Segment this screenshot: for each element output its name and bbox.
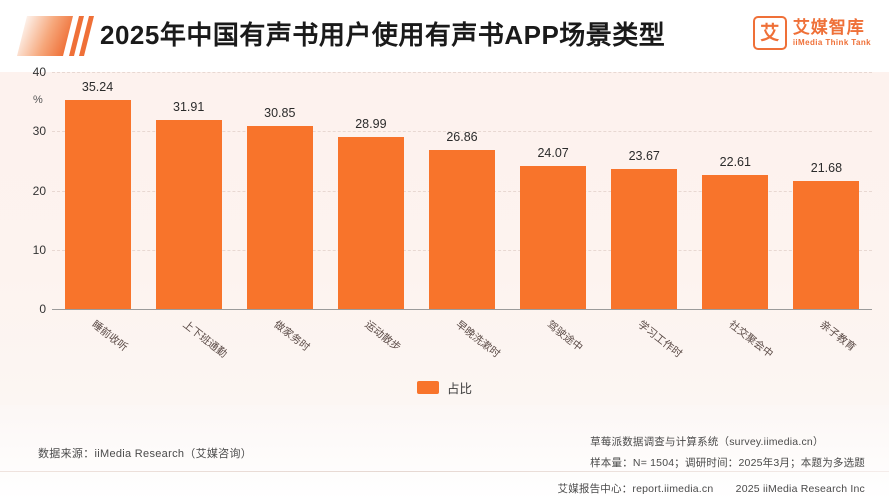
plot-area: % 0 10 20 30 40 35.24 睡前收听 31.91 上下班通勤 30.85 做家务时…	[0, 65, 889, 405]
bar-slot: 24.07 驾驶途中	[508, 72, 599, 354]
gridline	[52, 72, 872, 73]
bar[interactable]	[702, 175, 769, 309]
bar-slot: 31.91 上下班通勤	[143, 72, 234, 360]
x-axis-category-label: 学习工作时	[635, 318, 685, 361]
page-title: 2025年中国有声书用户使用有声书APP场景类型	[100, 20, 666, 50]
bar-value-label: 28.99	[355, 117, 387, 132]
bar-value-label: 30.85	[264, 106, 296, 121]
bar[interactable]	[155, 119, 222, 309]
bar[interactable]	[611, 168, 678, 309]
bar[interactable]	[793, 180, 860, 309]
footer-bottom-bar: 艾媒报告中心：report.iimedia.cn 2025 iiMedia Re…	[558, 481, 866, 496]
bar-value-label: 31.91	[173, 99, 205, 114]
chart-footer: 数据来源：iiMedia Research（艾媒咨询） 草莓派数据调查与计算系统…	[0, 405, 889, 500]
x-axis-category-label: 亲子教育	[817, 318, 859, 354]
bar-slot: 23.67 学习工作时	[599, 72, 690, 360]
y-axis-tick-label: 40	[32, 65, 46, 79]
x-axis-category-label: 社交聚会中	[726, 318, 776, 361]
bar[interactable]	[64, 100, 131, 309]
x-axis-baseline	[52, 309, 872, 310]
chart-header: 2025年中国有声书用户使用有声书APP场景类型 艾 艾媒智库 iiMedia …	[0, 0, 889, 72]
y-axis-tick-label: 20	[32, 183, 46, 198]
data-source-note: 数据来源：iiMedia Research（艾媒咨询）	[38, 448, 253, 460]
bar-slot: 21.68 亲子教育	[781, 72, 872, 354]
bar-slot: 26.86 早晚洗漱时	[416, 72, 507, 360]
y-axis-tick-label: 10	[32, 242, 46, 257]
x-axis-category-label: 睡前收听	[88, 318, 130, 354]
gridline	[52, 131, 872, 133]
logo-name-en: iiMedia Think Tank	[792, 37, 871, 47]
bar-slot: 35.24 睡前收听	[52, 72, 143, 354]
footer-divider	[0, 471, 889, 472]
copyright-text: 2025 iiMedia Research Inc	[735, 483, 865, 495]
bar-slot: 28.99 运动散步	[325, 72, 416, 354]
bar-value-label: 35.24	[81, 80, 114, 95]
x-axis-category-label: 运动散步	[362, 318, 403, 354]
logo-text: 艾媒智库 iiMedia Think Tank	[792, 17, 871, 48]
x-axis-category-label: 驾驶途中	[544, 318, 585, 354]
bar-value-label: 21.68	[810, 160, 843, 175]
bar-slot: 30.85 做家务时	[234, 72, 325, 354]
logo-name-cn: 艾媒智库	[792, 17, 865, 37]
bar-value-label: 23.67	[628, 148, 660, 163]
x-axis-category-label: 早晚洗漱时	[453, 318, 503, 361]
bar[interactable]	[337, 137, 404, 309]
bar-value-label: 22.61	[719, 155, 751, 170]
bar[interactable]	[520, 166, 587, 309]
bar-slot: 22.61 社交聚会中	[690, 72, 781, 360]
title-accent-bar	[17, 16, 73, 56]
y-axis-tick-label: 30	[32, 124, 46, 139]
legend-swatch-icon	[416, 381, 439, 394]
legend-label: 占比	[446, 382, 472, 396]
logo-mark-icon: 艾	[752, 16, 787, 50]
bar-value-label: 26.86	[446, 129, 478, 144]
bar[interactable]	[246, 126, 313, 309]
report-center-link[interactable]: 艾媒报告中心：report.iimedia.cn	[557, 483, 714, 495]
bar-value-label: 24.07	[537, 146, 569, 161]
sample-size-note: 样本量：N= 1504；调研时间：2025年3月；本题为多选题	[590, 457, 865, 469]
chart-legend[interactable]: 占比	[0, 378, 889, 397]
x-axis-category-label: 上下班通勤	[180, 318, 229, 361]
survey-system-note: 草莓派数据调查与计算系统（survey.iimedia.cn）	[590, 436, 824, 448]
bar-series: 35.24 睡前收听 31.91 上下班通勤 30.85 做家务时 28.99 运动散步 26.…	[52, 72, 872, 360]
survey-notes: 草莓派数据调查与计算系统（survey.iimedia.cn） 样本量：N= 1…	[590, 432, 865, 474]
x-axis-category-label: 做家务时	[271, 318, 312, 354]
y-axis-tick-label: 0	[39, 302, 46, 316]
bar[interactable]	[428, 149, 495, 309]
brand-logo: 艾 艾媒智库 iiMedia Think Tank	[752, 16, 871, 50]
y-axis-unit: %	[33, 94, 43, 106]
